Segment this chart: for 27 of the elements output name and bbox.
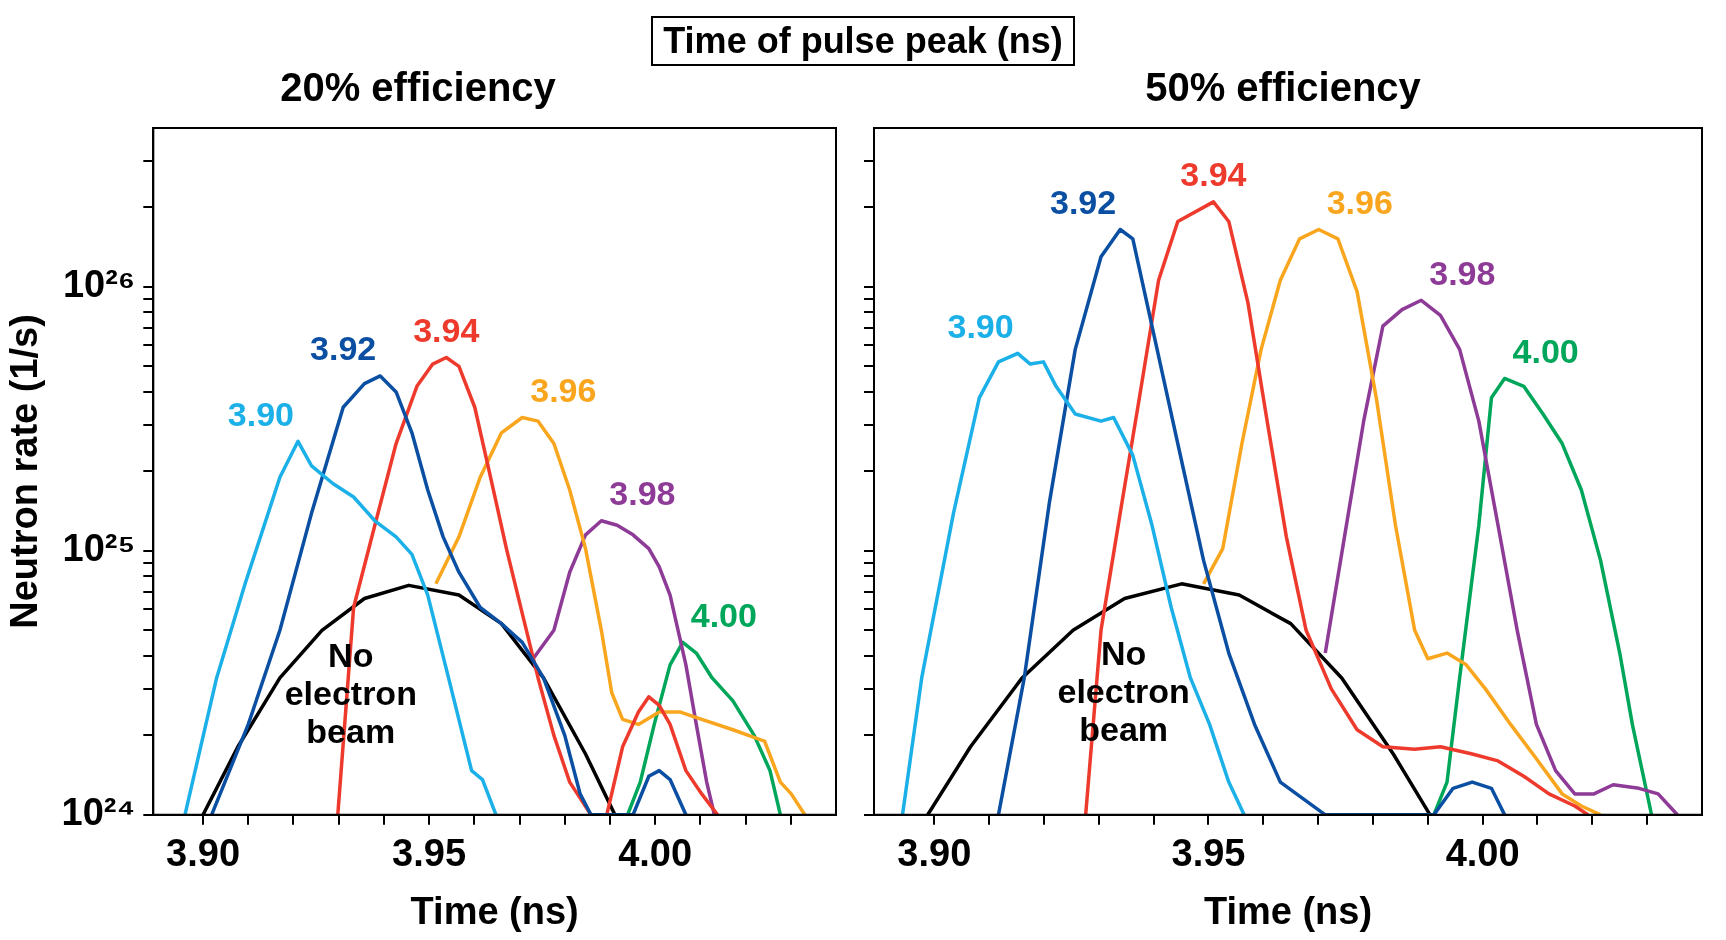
series-label: 3.90 bbox=[227, 394, 294, 433]
series-label: 3.96 bbox=[1326, 182, 1393, 221]
x-tick-label: 3.95 bbox=[1171, 832, 1246, 875]
series-label: 3.92 bbox=[310, 329, 377, 368]
y-axis-title: Neutron rate (1/s) bbox=[3, 314, 46, 629]
series-label: 3.96 bbox=[530, 370, 597, 409]
y-tick-label: 10²⁴ bbox=[61, 791, 136, 834]
series-label: 3.98 bbox=[609, 474, 676, 513]
text: Time of pulse peak (ns) bbox=[651, 16, 1075, 66]
series-label: 3.98 bbox=[1429, 253, 1496, 292]
x-tick-label: 3.95 bbox=[392, 832, 467, 875]
series-label: 3.92 bbox=[1050, 182, 1117, 221]
x-tick-label: 3.90 bbox=[897, 832, 972, 875]
series-label: 3.94 bbox=[413, 310, 480, 349]
x-tick-label: 3.90 bbox=[166, 832, 241, 875]
x-tick-label: 4.00 bbox=[618, 832, 693, 875]
chart-title: 50% efficiency bbox=[1145, 65, 1422, 110]
series-label: 4.00 bbox=[1512, 331, 1579, 370]
x-axis-title: Time (ns) bbox=[410, 889, 579, 932]
x-axis-title: Time (ns) bbox=[1203, 889, 1373, 932]
chart-title: 20% efficiency bbox=[280, 65, 557, 110]
series-label: 3.90 bbox=[947, 306, 1014, 345]
y-tick-label: 10²⁵ bbox=[62, 527, 136, 570]
series-label: 4.00 bbox=[690, 595, 757, 634]
y-tick-label: 10²⁶ bbox=[62, 263, 136, 306]
series-label: 3.94 bbox=[1180, 155, 1247, 194]
x-tick-label: 4.00 bbox=[1445, 832, 1520, 875]
